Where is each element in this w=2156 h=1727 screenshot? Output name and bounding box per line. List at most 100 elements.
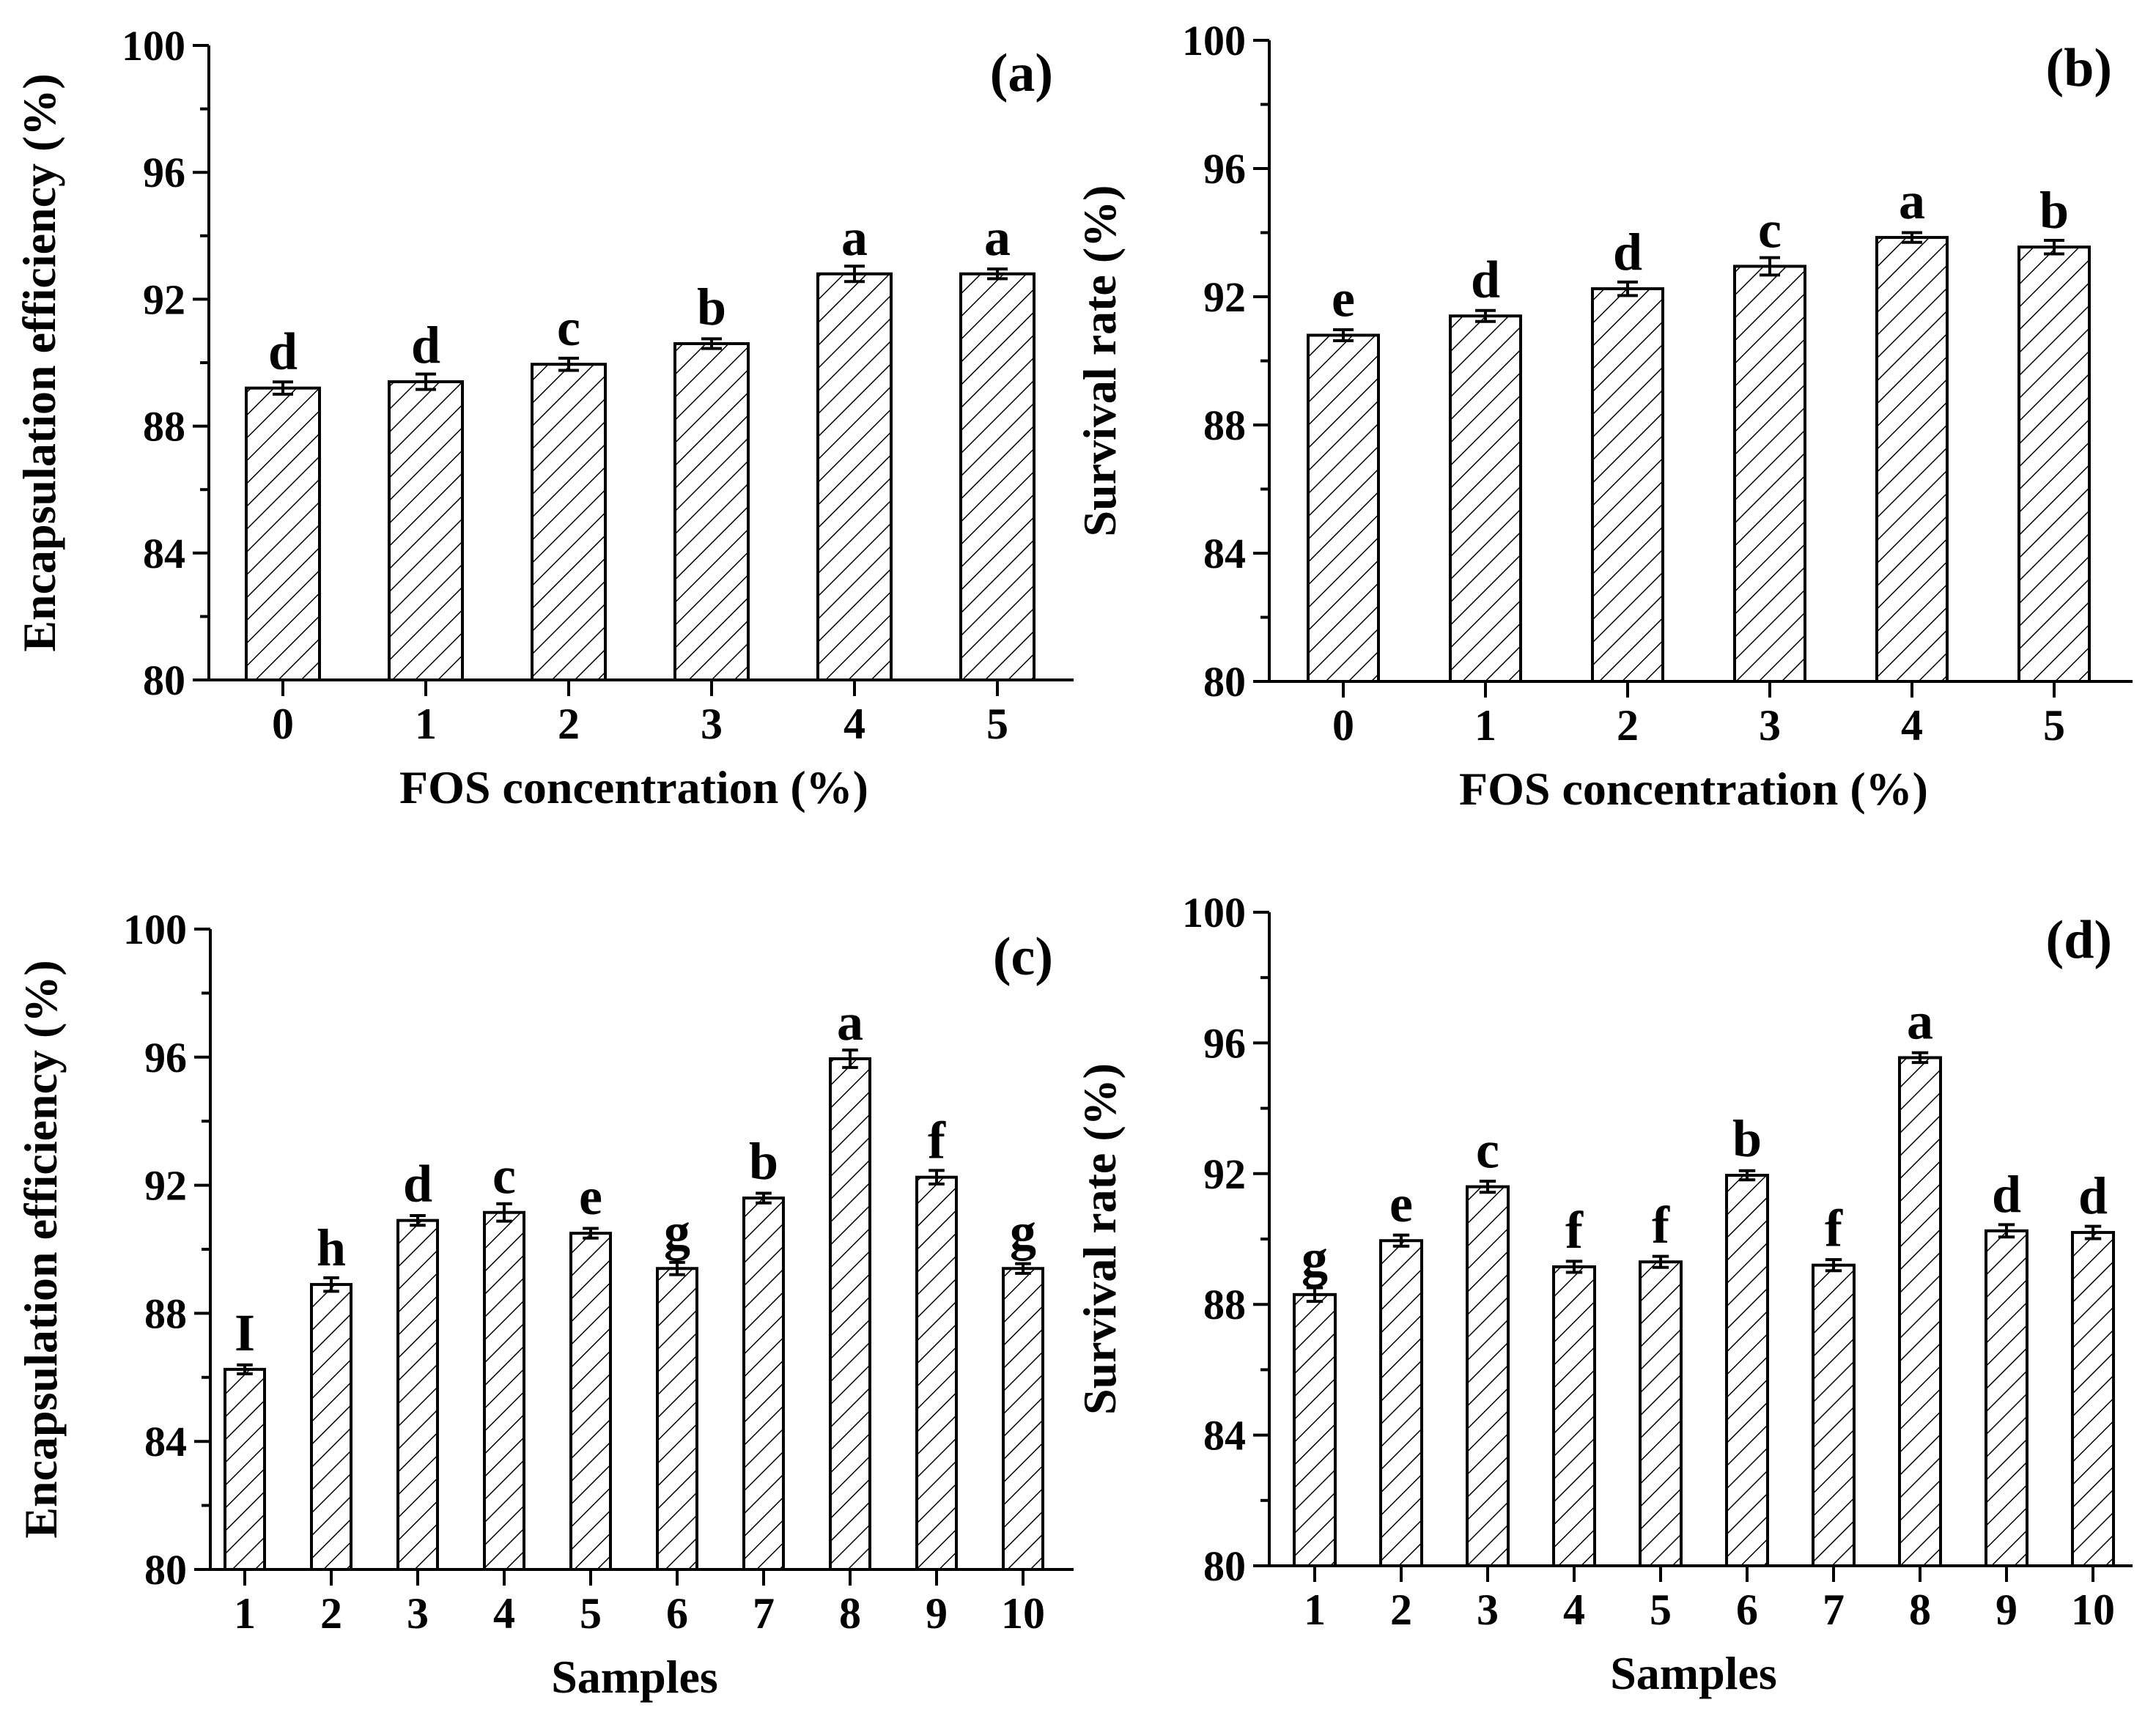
y-tick-label: 96 [143, 149, 185, 196]
bar [1592, 289, 1663, 681]
bar [1294, 1295, 1335, 1566]
bar [2072, 1232, 2113, 1566]
bar [1813, 1265, 1854, 1566]
significance-letter: b [1732, 1109, 1762, 1168]
y-tick-label: 92 [1203, 1150, 1246, 1198]
y-tick-label: 88 [1203, 402, 1246, 449]
panel-label: (d) [2046, 910, 2112, 970]
y-tick-label: 84 [1203, 530, 1246, 577]
y-tick-label: 80 [1203, 1542, 1246, 1590]
chart-panel-2: 80 84 88 92 96 100 e 0 d 1 d 2 c 3 a 4 b 5 (b) FOS concentr… [1074, 17, 2133, 815]
x-tick-label: 2 [558, 700, 580, 748]
x-tick-label: 2 [320, 1589, 342, 1638]
x-tick-label: 3 [407, 1589, 429, 1638]
x-tick-label: 2 [1617, 701, 1639, 750]
x-tick-label: 7 [753, 1589, 775, 1638]
y-tick-label: 100 [123, 906, 187, 953]
significance-letter: h [317, 1218, 346, 1277]
bar [830, 1059, 870, 1569]
significance-letter: a [984, 208, 1011, 267]
significance-letter: a [841, 208, 868, 267]
bar [1986, 1231, 2027, 1566]
figure: 8084889296100d0d1c2b3a4a5(a)FOS concentr… [0, 0, 2156, 1727]
significance-letter: c [492, 1147, 516, 1205]
y-tick-label: 92 [144, 1162, 187, 1210]
y-tick-label: 100 [1182, 17, 1246, 64]
x-tick-label: 3 [1759, 701, 1781, 750]
significance-letter: d [411, 316, 440, 374]
x-tick-label: 10 [1001, 1589, 1045, 1638]
x-tick-label: 9 [926, 1589, 948, 1638]
x-tick-label: 1 [1304, 1586, 1326, 1634]
panel-label: (a) [990, 43, 1053, 103]
x-tick-label: 9 [1996, 1586, 2017, 1634]
bar [744, 1198, 783, 1569]
bar [675, 344, 748, 680]
bar [484, 1213, 524, 1569]
significance-letter: b [2039, 181, 2069, 240]
significance-letter: I [235, 1303, 255, 1362]
x-tick-label: 4 [1563, 1586, 1585, 1634]
y-axis-title: Survival rate (%) [1074, 1063, 1126, 1415]
x-axis-title: FOS concentration (%) [399, 761, 868, 813]
bar [389, 382, 462, 680]
bar [1381, 1240, 1422, 1566]
y-tick-label: 84 [144, 1418, 187, 1465]
significance-letter: g [1302, 1229, 1328, 1287]
y-tick-label: 84 [143, 530, 185, 577]
y-tick-label: 96 [1203, 1019, 1246, 1067]
x-tick-label: 3 [1477, 1586, 1499, 1634]
chart-panel-3: 80 84 88 92 96 100 I 1 h 2 d 3 c 4 e 5 g 6 b 7 a 8 f 9 g 10 (c) Sam… [15, 906, 1074, 1703]
y-tick-label: 84 [1203, 1412, 1246, 1460]
significance-letter: a [837, 993, 863, 1051]
chart-panel-1: 80 84 88 92 96 100 d 0 d 1 c 2 b 3 a 4 a 5 (a) FOS concentr… [13, 22, 1074, 813]
x-tick-label: 5 [1650, 1586, 1672, 1634]
bar [1735, 266, 1805, 681]
y-tick-label: 92 [1203, 273, 1246, 321]
significance-letter: a [1907, 991, 1933, 1050]
y-tick-label: 92 [143, 275, 185, 323]
y-axis-title: Encapsulation efficiency (%) [13, 73, 65, 651]
y-axis-title: Survival rate (%) [1074, 185, 1126, 537]
x-axis-title: Samples [1610, 1647, 1777, 1699]
significance-letter: c [1758, 200, 1782, 259]
x-axis-title: FOS concentration (%) [1459, 763, 1928, 815]
significance-letter: d [1992, 1165, 2021, 1224]
y-tick-label: 80 [143, 657, 185, 704]
x-tick-label: 3 [701, 700, 723, 748]
bar [225, 1369, 265, 1569]
x-tick-label: 10 [2071, 1586, 2115, 1634]
bar [917, 1177, 956, 1569]
y-tick-label: 80 [144, 1546, 187, 1594]
y-tick-label: 88 [143, 403, 185, 451]
panel-label: (c) [993, 927, 1053, 987]
x-tick-label: 5 [2043, 701, 2065, 750]
bar [1727, 1175, 1768, 1566]
x-tick-label: 8 [1909, 1586, 1931, 1634]
bar [398, 1221, 438, 1569]
significance-letter: b [749, 1132, 778, 1191]
significance-letter: g [664, 1202, 690, 1261]
significance-letter: c [1476, 1121, 1499, 1180]
chart-panel-4: 80 84 88 92 96 100 g 1 e 2 c 3 f 4 f 5 b 6 f 7 a 8 d 9 d 10 (d) Sam… [1074, 889, 2133, 1699]
bar [1640, 1262, 1681, 1566]
bar [961, 274, 1034, 680]
x-tick-label: 0 [272, 700, 294, 748]
bar [1554, 1267, 1595, 1566]
y-tick-label: 96 [144, 1034, 187, 1081]
significance-letter: f [1565, 1201, 1584, 1260]
significance-letter: d [403, 1155, 432, 1213]
bar [1900, 1057, 1941, 1566]
bar [571, 1233, 610, 1569]
significance-letter: a [1899, 171, 1925, 230]
panel-label: (b) [2046, 38, 2112, 98]
bar [311, 1284, 351, 1569]
significance-letter: e [579, 1167, 602, 1226]
significance-letter: d [268, 322, 298, 381]
bar [532, 364, 605, 680]
x-tick-label: 1 [1474, 701, 1496, 750]
bar [1450, 316, 1521, 681]
y-tick-label: 96 [1203, 145, 1246, 193]
y-tick-label: 100 [122, 22, 185, 70]
x-tick-label: 1 [415, 700, 437, 748]
